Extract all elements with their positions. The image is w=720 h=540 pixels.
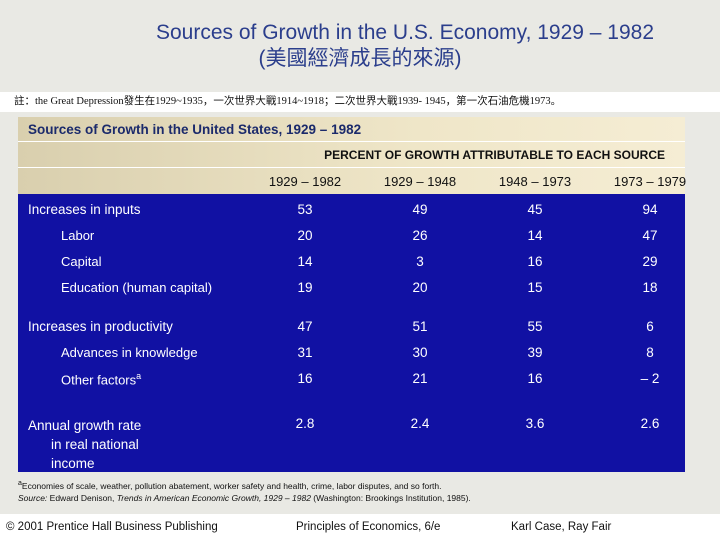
column-header: 1948 – 1973 — [498, 174, 572, 189]
title-line-2: (美國經濟成長的來源) — [258, 47, 462, 70]
source-line: Source: Edward Denison, Trends in Americ… — [18, 492, 685, 504]
source-publisher: (Washington: Brookings Institution, 1985… — [310, 492, 471, 503]
slide-title: Sources of Growth in the U.S. Economy, 1… — [0, 20, 720, 72]
footer-authors: Karl Case, Ray Fair — [511, 521, 612, 533]
row-label-line: Annual growth rate — [28, 418, 142, 433]
cell-value: 39 — [527, 345, 543, 360]
cell-value: 8 — [646, 345, 654, 360]
table-row: Capital 14 3 16 29 — [18, 254, 685, 276]
footnote-marker: a — [18, 480, 22, 487]
table-row: Increases in productivity 47 51 55 6 — [18, 319, 685, 341]
cell-value: 94 — [642, 202, 658, 217]
column-header: 1929 – 1948 — [383, 174, 457, 189]
row-label: Other factorsa — [61, 371, 141, 387]
row-label: Capital — [61, 254, 102, 269]
table-row: Advances in knowledge 31 30 39 8 — [18, 345, 685, 367]
footer-copyright: © 2001 Prentice Hall Business Publishing — [6, 521, 218, 533]
cell-value: 14 — [297, 254, 313, 269]
footnote-marker: a — [136, 371, 142, 381]
source-author: Edward Denison, — [47, 492, 117, 503]
row-label-text: Other factors — [61, 372, 137, 388]
cell-value: 47 — [297, 319, 313, 334]
table-footnote: aEconomies of scale, weather, pollution … — [18, 478, 685, 504]
cell-value: 3.6 — [525, 416, 545, 431]
cell-value: 18 — [642, 280, 658, 295]
cell-value: 20 — [297, 228, 313, 243]
cell-value: 14 — [527, 228, 543, 243]
cell-value: 55 — [527, 319, 543, 334]
title-line-1: Sources of Growth in the U.S. Economy, 1… — [155, 21, 655, 44]
source-title: Trends in American Economic Growth, 1929… — [116, 492, 311, 503]
row-label: Increases in inputs — [28, 202, 141, 217]
cell-value: 29 — [642, 254, 658, 269]
table-header: Sources of Growth in the United States, … — [18, 117, 685, 141]
cell-value: 31 — [297, 345, 313, 360]
footnote-a-text: Economies of scale, weather, pollution a… — [21, 480, 442, 491]
column-header: 1929 – 1982 — [268, 174, 342, 189]
cell-value: 2.8 — [295, 416, 315, 431]
table-row: Education (human capital) 19 20 15 18 — [18, 280, 685, 302]
table-row: Increases in inputs 53 49 45 94 — [18, 202, 685, 224]
footer-book-title: Principles of Economics, 6/e — [296, 521, 441, 533]
cell-value: 53 — [297, 202, 313, 217]
row-label: Labor — [61, 228, 95, 243]
cell-value: 16 — [527, 371, 543, 386]
row-label: Advances in knowledge — [61, 345, 198, 360]
cell-value: 51 — [412, 319, 428, 334]
cell-value: 30 — [412, 345, 428, 360]
cell-value: 45 — [527, 202, 543, 217]
footnote-a: aEconomies of scale, weather, pollution … — [18, 478, 685, 492]
cell-value: 2.6 — [640, 416, 660, 431]
table-subheader: PERCENT OF GROWTH ATTRIBUTABLE TO EACH S… — [18, 141, 685, 167]
cell-value: – 2 — [640, 371, 660, 386]
growth-table: Sources of Growth in the United States, … — [18, 117, 686, 472]
cell-value: 2.4 — [410, 416, 430, 431]
cell-value: 21 — [412, 371, 428, 386]
cell-value: 6 — [646, 319, 654, 334]
cell-value: 15 — [527, 280, 543, 295]
cell-value: 16 — [297, 371, 313, 386]
row-label: Annual growth rate in real national inco… — [28, 416, 141, 473]
row-label: Education (human capital) — [61, 280, 213, 295]
cell-value: 3 — [416, 254, 424, 269]
cell-value: 49 — [412, 202, 428, 217]
row-label-line: income — [51, 456, 95, 471]
source-label: Source: — [18, 492, 48, 503]
cell-value: 19 — [297, 280, 313, 295]
table-row: Annual growth rate in real national inco… — [18, 416, 685, 472]
slide-footer: © 2001 Prentice Hall Business Publishing… — [0, 514, 720, 540]
row-label-line: in real national — [51, 437, 139, 452]
table-body: Increases in inputs 53 49 45 94 Labor 20… — [18, 194, 685, 472]
cell-value: 20 — [412, 280, 428, 295]
column-header: 1973 – 1979 — [613, 174, 687, 189]
chinese-note: 註：the Great Depression發生在1929~1935，一次世界大… — [0, 92, 720, 112]
column-headers: 1929 – 1982 1929 – 1948 1948 – 1973 1973… — [18, 167, 686, 194]
cell-value: 16 — [527, 254, 543, 269]
table-row: Other factorsa 16 21 16 – 2 — [18, 371, 685, 393]
row-label: Increases in productivity — [28, 319, 173, 334]
cell-value: 26 — [412, 228, 428, 243]
cell-value: 47 — [642, 228, 658, 243]
table-row: Labor 20 26 14 47 — [18, 228, 685, 250]
